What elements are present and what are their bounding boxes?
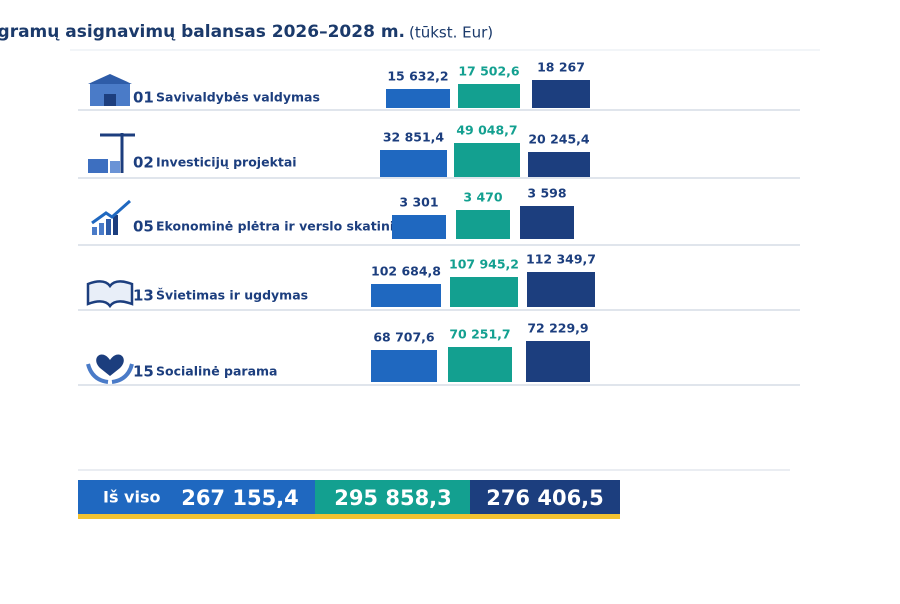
program-value: 102 684,8 bbox=[371, 264, 441, 279]
program-value: 72 229,9 bbox=[527, 321, 588, 336]
icon-shape bbox=[104, 94, 116, 106]
icon-shape bbox=[110, 161, 120, 173]
icon-shape bbox=[106, 219, 111, 235]
program-bar bbox=[458, 84, 520, 108]
program-icon bbox=[91, 199, 131, 235]
program-icon bbox=[88, 133, 135, 173]
program-code: 13 bbox=[133, 287, 154, 305]
program-value: 3 598 bbox=[527, 186, 566, 201]
program-bar bbox=[454, 143, 520, 177]
program-bar bbox=[371, 284, 441, 307]
program-name: Savivaldybės valdymas bbox=[156, 90, 320, 105]
program-value: 15 632,2 bbox=[387, 69, 448, 84]
program-value: 32 851,4 bbox=[383, 130, 445, 145]
icon-shape bbox=[88, 159, 108, 173]
program-value: 3 301 bbox=[399, 195, 438, 210]
unit: (tūkst. Eur) bbox=[409, 24, 493, 42]
program-value: 3 470 bbox=[463, 190, 502, 205]
total-value: 267 155,4 bbox=[181, 486, 299, 510]
icon-shape bbox=[91, 199, 131, 225]
program-value: 17 502,6 bbox=[458, 64, 520, 79]
icon-shape bbox=[96, 354, 124, 376]
program-bar bbox=[450, 277, 518, 307]
program-code: 02 bbox=[133, 154, 154, 172]
program-name: Socialinė parama bbox=[156, 364, 277, 379]
program-bar bbox=[386, 89, 450, 108]
total-value: 276 406,5 bbox=[486, 486, 604, 510]
program-bar bbox=[520, 206, 574, 239]
icon-shape bbox=[86, 363, 134, 384]
program-bar bbox=[532, 80, 590, 108]
icon-shape bbox=[99, 223, 104, 235]
program-code: 01 bbox=[133, 89, 154, 107]
program-bar bbox=[448, 347, 512, 382]
program-code: 05 bbox=[133, 218, 154, 236]
program-icon bbox=[86, 280, 134, 309]
program-bar bbox=[380, 150, 447, 177]
program-name: Švietimas ir ugdymas bbox=[156, 288, 308, 303]
total-segment bbox=[315, 480, 470, 517]
program-value: 20 245,4 bbox=[528, 132, 590, 147]
program-value: 107 945,2 bbox=[449, 257, 519, 272]
icon-shape bbox=[113, 215, 118, 235]
total-value: 295 858,3 bbox=[334, 486, 452, 510]
program-code: 15 bbox=[133, 363, 154, 381]
program-value: 112 349,7 bbox=[526, 252, 596, 267]
icon-shape bbox=[92, 227, 97, 235]
total-segment bbox=[78, 480, 315, 517]
program-icon bbox=[88, 74, 132, 106]
program-bar bbox=[392, 215, 446, 239]
program-bar bbox=[526, 341, 590, 382]
program-value: 49 048,7 bbox=[456, 123, 517, 138]
program-name: Ekonominė plėtra ir verslo skatinimas bbox=[156, 219, 423, 234]
rows: 01 Savivaldybės valdymas 15 632,2 17 502,6 1… bbox=[78, 60, 800, 386]
program-value: 68 707,6 bbox=[373, 330, 435, 345]
program-icon bbox=[86, 354, 134, 384]
icon-shape bbox=[86, 280, 134, 309]
total-segment bbox=[470, 480, 620, 517]
total-label: Iš viso bbox=[103, 488, 160, 507]
program-bar bbox=[527, 272, 595, 307]
program-value: 18 267 bbox=[537, 60, 585, 75]
program-value: 70 251,7 bbox=[449, 327, 510, 342]
program-bar bbox=[456, 210, 510, 239]
title: Savivaldybės programų asignavimų balansa… bbox=[0, 22, 405, 42]
program-bar bbox=[528, 152, 590, 177]
program-name: Investicijų projektai bbox=[156, 155, 297, 170]
total-underline bbox=[78, 514, 620, 519]
program-bar bbox=[371, 350, 437, 382]
icon-shape bbox=[88, 74, 132, 84]
